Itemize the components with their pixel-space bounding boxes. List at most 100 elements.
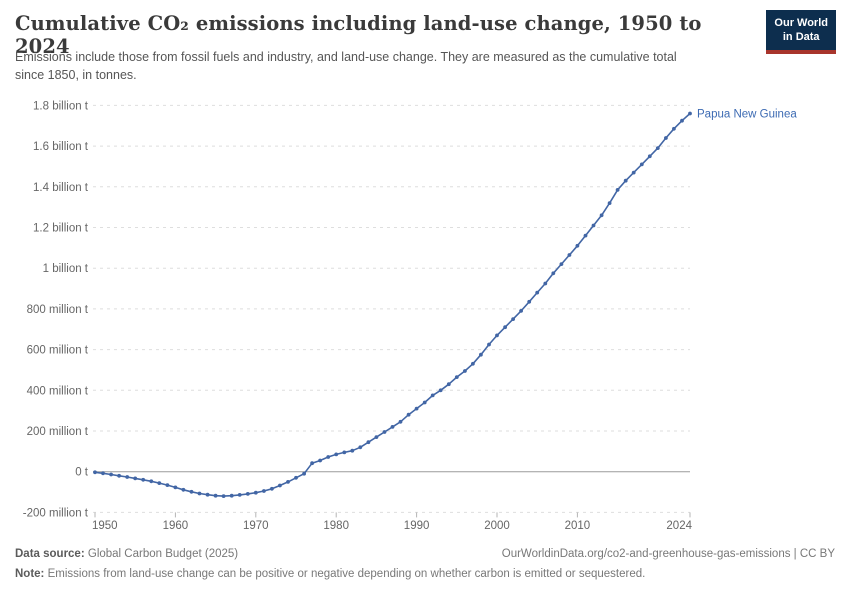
y-axis-tick-label: 1.2 billion t: [33, 223, 89, 235]
y-axis-tick-label: 600 million t: [27, 345, 89, 357]
data-point-marker: [382, 430, 387, 434]
data-point-marker: [334, 452, 339, 457]
note-label: Note:: [15, 568, 45, 580]
y-axis-tick-label: 1.6 billion t: [33, 141, 89, 153]
data-point-marker: [278, 483, 282, 488]
data-point-marker: [173, 485, 178, 490]
data-point-marker: [438, 388, 443, 393]
data-point-marker: [93, 470, 97, 475]
data-point-marker: [422, 400, 427, 405]
data-point-marker: [430, 393, 435, 398]
data-point-marker: [262, 489, 266, 493]
data-source-label: Data source:: [15, 548, 85, 560]
data-point-marker: [125, 475, 130, 479]
x-axis-tick-label: 1990: [404, 520, 430, 532]
data-source-link[interactable]: Global Carbon Budget (2025): [87, 548, 239, 560]
data-point-marker: [350, 448, 355, 453]
data-point-marker: [511, 317, 515, 321]
data-point-marker: [503, 325, 507, 330]
data-point-marker: [133, 476, 138, 481]
data-point-marker: [326, 455, 331, 459]
data-point-marker: [189, 489, 194, 494]
data-point-marker: [599, 213, 604, 218]
data-point-marker: [181, 487, 186, 492]
data-point-marker: [535, 290, 540, 295]
data-point-marker: [165, 483, 170, 487]
data-point-marker: [197, 491, 202, 496]
footer-note: Note: Emissions from land-use change can…: [15, 568, 835, 580]
data-point-marker: [414, 406, 419, 411]
data-point-marker: [647, 154, 652, 159]
chart-subtitle: Emissions include those from fossil fuel…: [15, 50, 677, 83]
data-point-marker: [446, 382, 451, 387]
data-point-marker: [213, 493, 218, 498]
data-point-marker: [471, 361, 475, 366]
y-axis-tick-label: -200 million t: [23, 507, 89, 519]
data-point-marker: [495, 333, 499, 338]
data-point-marker: [487, 342, 491, 347]
data-point-marker: [519, 309, 523, 313]
data-point-marker: [390, 425, 395, 429]
entity-label[interactable]: Papua New Guinea: [697, 109, 797, 121]
series-line[interactable]: [94, 112, 691, 497]
data-point-marker: [366, 440, 371, 445]
data-point-marker: [310, 461, 314, 466]
y-axis-tick-label: 1.4 billion t: [33, 182, 89, 194]
chart-plot-area[interactable]: 1.8 billion t 1.6 billion t 1.4 billion t 1…: [0, 0, 850, 545]
data-point-marker: [245, 492, 250, 496]
data-point-marker: [318, 458, 322, 463]
owid-logo[interactable]: Our World in Data: [766, 10, 836, 54]
data-point-marker: [463, 369, 467, 373]
x-axis-tick-label: 1970: [243, 520, 269, 532]
x-axis-tick-label: 1950: [92, 520, 118, 532]
x-axis-tick-label: 2024: [666, 520, 692, 532]
data-point-marker: [631, 170, 636, 175]
data-point-marker: [294, 475, 298, 480]
data-point-marker: [680, 118, 684, 123]
data-point-marker: [229, 493, 234, 498]
data-point-marker: [615, 188, 620, 192]
data-point-marker: [237, 493, 242, 497]
data-source-line: Data source: Global Carbon Budget (2025): [15, 548, 238, 560]
data-point-marker: [109, 472, 113, 477]
data-point-marker: [655, 146, 660, 151]
data-point-marker: [607, 201, 612, 206]
x-axis-tick-label: 1980: [323, 520, 349, 532]
data-point-marker: [454, 375, 459, 379]
data-point-marker: [567, 253, 572, 257]
owid-logo-line1: Our World: [774, 17, 828, 29]
data-point-marker: [591, 223, 596, 228]
data-point-marker: [398, 419, 403, 424]
data-point-marker: [101, 471, 105, 476]
owid-logo-line2: in Data: [782, 31, 820, 44]
chart-title: Cumulative CO₂ emissions including land-…: [15, 12, 702, 58]
data-point-marker: [270, 486, 274, 491]
data-point-marker: [623, 178, 628, 183]
data-point-marker: [302, 471, 306, 476]
data-point-marker: [583, 233, 588, 238]
data-point-marker: [406, 412, 411, 417]
data-point-marker: [664, 136, 668, 140]
data-point-marker: [221, 494, 226, 498]
data-point-marker: [639, 162, 644, 167]
x-axis-tick-label: 1960: [163, 520, 189, 532]
data-point-marker: [149, 479, 154, 484]
footer-url-link[interactable]: OurWorldinData.org/co2-and-greenhouse-ga…: [501, 548, 835, 560]
data-point-marker: [286, 480, 290, 484]
data-point-marker: [688, 111, 692, 116]
data-point-marker: [342, 450, 347, 455]
data-point-marker: [374, 435, 379, 439]
data-point-marker: [358, 445, 363, 450]
y-axis-tick-label: 200 million t: [27, 426, 89, 438]
data-point-marker: [479, 352, 483, 357]
data-point-marker: [543, 281, 548, 286]
y-axis-tick-label: 800 million t: [27, 304, 89, 316]
y-axis-tick-label: 400 million t: [27, 385, 89, 397]
footer-sources: Data source: Global Carbon Budget (2025)…: [15, 548, 835, 560]
data-point-marker: [527, 299, 532, 304]
x-axis-tick-label: 2010: [565, 520, 591, 532]
data-point-marker: [672, 126, 676, 131]
data-point-marker: [559, 262, 564, 266]
note-text: Emissions from land-use change can be po…: [47, 568, 646, 580]
data-point-marker: [205, 492, 210, 497]
